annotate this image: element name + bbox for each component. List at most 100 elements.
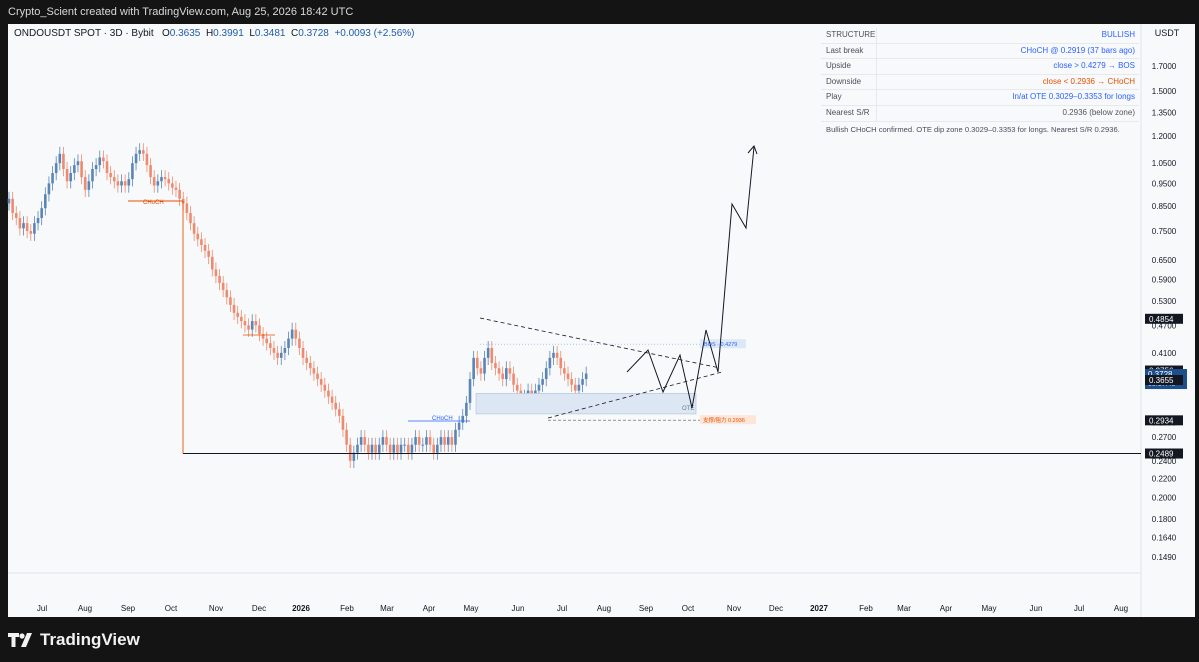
triangle-upper-line [479,317,721,369]
candle-body [163,177,167,180]
candle-body [377,444,381,453]
price-tick-label: 0.6500 [1152,256,1177,265]
candle-body [44,194,47,209]
candle-body [269,343,272,348]
candle-body [109,173,112,178]
structure-row-key: Upside [821,59,877,74]
projection-arrow-head [747,145,758,155]
candle-body [94,165,98,170]
time-tick-label: Aug [78,604,92,613]
price-tick-label: 0.1640 [1152,534,1177,543]
candle-body [461,415,465,423]
candle-body [323,384,327,391]
candle-body [319,379,323,385]
candle-body [156,181,160,186]
candle-body [152,177,156,186]
candle-body [116,181,120,186]
candle-body [142,150,145,154]
candle-body [290,329,294,339]
candle-body [65,169,69,182]
time-tick-label: Aug [597,604,611,613]
candle-body [36,218,40,224]
candle-body [414,437,417,445]
structure-row: Last break CHoCH @ 0.2919 (37 bars ago) [821,43,1139,60]
candle-body [131,163,134,180]
structure-header-key: STRUCTURE [821,28,877,43]
candle-body [421,444,425,446]
candle-body [58,153,62,164]
tradingview-logo[interactable]: TradingView [8,630,140,650]
candle-body [25,223,29,232]
candle-body [348,444,352,461]
candle-body [51,173,54,184]
candle-body [138,150,141,154]
candle-body [363,437,367,445]
candle-body [446,437,450,445]
candle-body [279,352,283,358]
candle-body [149,165,152,178]
price-tag: 0.3655 [1149,376,1174,385]
structure-row-value: 0.2936 (below zone) [1062,107,1136,117]
candle-body [439,437,443,445]
candle-body [472,357,475,380]
structure-row-value: CHoCH @ 0.2919 (37 bars ago) [1020,45,1135,55]
candle-body [501,373,504,380]
time-tick-label: Jun [1030,604,1043,613]
candle-body [486,347,490,358]
time-tick-label: Sep [121,604,136,613]
candle-body [185,203,189,214]
candle-body [87,181,91,190]
candle-body [18,218,22,229]
candle-body [425,437,428,445]
candle-body [229,297,232,305]
candle-body [167,179,171,184]
candle-body [577,384,581,391]
candle-body [515,384,519,391]
candle-body [345,429,348,445]
candle-body [334,402,337,410]
high-label: H [205,28,214,39]
structure-header-row: STRUCTURE BULLISH [821,28,1139,44]
bullish-choch-label: CHoCH [432,416,453,422]
candle-body [258,325,261,335]
candle-body [210,256,214,270]
candle-body [174,187,178,190]
structure-note: Bullish CHoCH confirmed. OTE dip zone 0.… [826,124,1120,134]
structure-row-key: Nearest S/R [821,105,877,121]
candle-body [247,325,250,330]
candle-body [76,161,80,166]
symbol-name[interactable]: ONDOUSDT SPOT · 3D · Bybit [14,28,154,39]
tradingview-wordmark: TradingView [40,630,140,649]
time-tick-label: Jul [37,604,47,613]
price-tick-label: 0.2700 [1152,433,1177,442]
price-tick-label: 0.8500 [1152,202,1177,211]
structure-row-key: Play [821,90,877,105]
candle-body [203,244,207,251]
structure-header-value: BULLISH [1101,30,1135,39]
candle-body [555,352,559,358]
symbol-legend[interactable]: ONDOUSDT SPOT · 3D · Bybit O0.3635 H0.39… [14,28,415,39]
price-tag-bg [1145,415,1183,426]
candle-body [250,321,254,330]
candle-body [436,444,439,453]
candle-body [287,338,290,348]
candle-body [468,379,472,403]
time-tick-label: Nov [727,604,741,613]
candle-body [236,312,239,317]
candle-body [218,276,221,283]
candle-body [83,177,87,190]
candle-body [189,213,192,224]
candle-body [356,444,359,453]
price-tag-bg [1145,375,1183,386]
sr-label: 支撑/阻力 0.2936 [703,416,745,424]
candle-body [388,444,392,453]
price-tag: 0.2934 [1149,416,1174,425]
chart-area[interactable] [8,24,1195,617]
candle-body [316,373,319,380]
candle-body [62,153,65,170]
close-value: 0.3728 [298,28,329,39]
time-tick-label: May [981,604,996,613]
choch-label: CHoCH [143,200,164,206]
time-tick-label: Apr [423,604,436,613]
